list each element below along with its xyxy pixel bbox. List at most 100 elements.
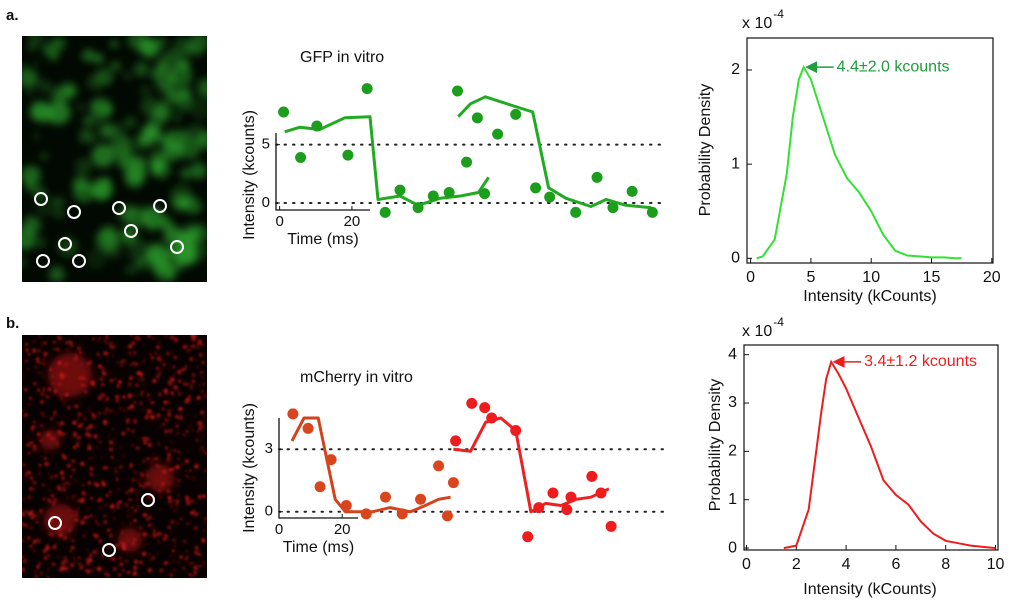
fluorescence-speck	[86, 548, 90, 552]
fluorescence-blob	[93, 53, 104, 64]
fluorescence-speck	[164, 533, 167, 536]
fluorescence-blob	[43, 41, 58, 57]
fluorescence-blob	[118, 528, 142, 552]
fluorescence-speck	[47, 473, 50, 475]
spot-circle	[34, 192, 48, 206]
fluorescence-speck	[93, 535, 96, 537]
fluorescence-speck	[192, 509, 196, 513]
data-point	[396, 508, 408, 520]
fluorescence-speck	[27, 435, 30, 438]
fluorescence-speck	[38, 361, 42, 365]
x-axis-label: Intensity (kCounts)	[803, 288, 936, 305]
fluorescence-speck	[71, 459, 75, 464]
fluorescence-speck	[194, 550, 199, 555]
fluorescence-blob	[95, 110, 102, 117]
fluorescence-speck	[143, 358, 146, 361]
spot-circle	[153, 199, 167, 213]
fluorescence-speck	[50, 477, 53, 480]
fluorescence-speck	[114, 467, 117, 470]
fluorescence-speck	[22, 558, 28, 564]
x-axis-label: Time (ms)	[283, 539, 354, 556]
fluorescence-speck	[39, 571, 44, 575]
fluorescence-speck	[171, 549, 175, 553]
fluorescence-speck	[127, 382, 132, 387]
fluorescence-speck	[29, 440, 34, 445]
fluorescence-speck	[22, 539, 24, 543]
fluorescence-speck	[84, 568, 89, 573]
fluorescence-speck	[128, 351, 133, 356]
fluorescence-speck	[176, 496, 179, 499]
fluorescence-speck	[52, 413, 56, 417]
axis-scale-exponent: -4	[773, 315, 784, 329]
fluorescence-speck	[119, 464, 124, 469]
fluorescence-speck	[115, 398, 120, 403]
fluorescence-speck	[194, 501, 197, 505]
fluorescence-speck	[157, 540, 160, 544]
fluorescence-speck	[55, 462, 58, 465]
fluorescence-speck	[22, 374, 25, 377]
fluorescence-speck	[201, 450, 204, 453]
fluorescence-speck	[88, 410, 92, 414]
fluorescence-speck	[180, 414, 183, 417]
fluorescence-speck	[90, 472, 94, 477]
fluorescence-speck	[114, 411, 117, 414]
fluorescence-speck	[104, 504, 107, 507]
fluorescence-speck	[91, 336, 96, 341]
fluorescence-speck	[74, 509, 78, 514]
fluorescence-speck	[108, 544, 112, 548]
fluorescence-speck	[192, 335, 198, 338]
fluorescence-speck	[118, 488, 121, 491]
fluorescence-speck	[135, 503, 140, 508]
data-point	[522, 531, 534, 543]
fluorescence-speck	[27, 451, 31, 455]
data-point	[427, 190, 439, 202]
fluorescence-speck	[77, 424, 82, 429]
fluorescence-speck	[90, 379, 96, 385]
fluorescence-speck	[28, 396, 33, 401]
fluorescence-speck	[69, 562, 75, 568]
fluorescence-speck	[81, 564, 84, 567]
fluorescence-blob	[123, 264, 136, 276]
fluorescence-speck	[166, 489, 171, 493]
fluorescence-speck	[166, 456, 171, 461]
fluorescence-speck	[36, 565, 40, 569]
x-tick-label: 20	[344, 213, 361, 230]
fluorescence-speck	[186, 397, 191, 402]
fluorescence-speck	[188, 468, 193, 473]
fluorescence-speck	[131, 361, 136, 366]
fluorescence-speck	[103, 400, 106, 404]
fluorescence-speck	[57, 487, 61, 491]
fluorescence-speck	[135, 383, 139, 387]
fluorescence-speck	[61, 453, 65, 458]
fluorescence-speck	[45, 361, 49, 365]
fluorescence-speck	[24, 413, 28, 417]
fluorescence-speck	[159, 426, 162, 429]
fluorescence-speck	[129, 335, 133, 337]
y-tick-label: 1	[731, 155, 740, 172]
fluorescence-speck	[96, 340, 99, 343]
fluorescence-blob	[196, 130, 207, 150]
fluorescence-speck	[152, 378, 157, 384]
fluorescence-speck	[161, 422, 166, 427]
fluorescence-speck	[101, 383, 105, 387]
fluorescence-speck	[44, 449, 48, 453]
fluorescence-speck	[105, 408, 110, 413]
fluorescence-speck	[30, 524, 33, 527]
fluorescence-speck	[72, 433, 78, 438]
fluorescence-speck	[166, 408, 172, 414]
fluorescence-speck	[142, 393, 145, 396]
fluorescence-speck	[76, 417, 81, 421]
fluorescence-speck	[151, 457, 155, 461]
fluorescence-speck	[98, 439, 103, 444]
fluorescence-speck	[153, 529, 156, 532]
fluorescence-speck	[42, 392, 47, 397]
fluorescence-speck	[126, 428, 130, 431]
fluorescence-speck	[91, 467, 95, 471]
fluorescence-speck	[202, 561, 206, 565]
fluorescence-speck	[96, 376, 99, 379]
fluorescence-speck	[117, 380, 123, 385]
fluorescence-speck	[58, 341, 61, 344]
data-point	[533, 502, 545, 514]
fluorescence-speck	[123, 452, 126, 455]
fluorescence-speck	[174, 414, 180, 420]
